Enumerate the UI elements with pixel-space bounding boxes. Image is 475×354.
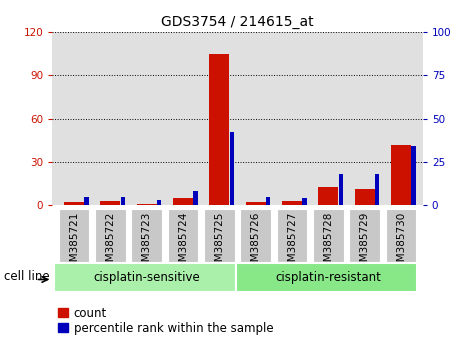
Text: GSM385725: GSM385725 xyxy=(214,212,224,275)
FancyBboxPatch shape xyxy=(386,209,417,262)
Text: cisplatin-sensitive: cisplatin-sensitive xyxy=(93,272,200,284)
FancyBboxPatch shape xyxy=(168,209,199,262)
Bar xyxy=(355,189,375,205)
Bar xyxy=(157,200,162,205)
Bar xyxy=(391,144,411,205)
Text: GSM385728: GSM385728 xyxy=(323,212,333,275)
Text: cisplatin-resistant: cisplatin-resistant xyxy=(276,272,381,284)
Text: GSM385723: GSM385723 xyxy=(142,212,152,275)
FancyBboxPatch shape xyxy=(236,263,418,292)
FancyBboxPatch shape xyxy=(204,209,235,262)
Text: GSM385730: GSM385730 xyxy=(396,212,406,275)
Bar xyxy=(209,53,229,205)
FancyBboxPatch shape xyxy=(349,209,380,262)
Bar xyxy=(230,132,234,205)
Text: GSM385729: GSM385729 xyxy=(360,212,370,275)
Bar xyxy=(303,198,307,205)
FancyBboxPatch shape xyxy=(240,209,271,262)
Text: cell line: cell line xyxy=(4,270,50,283)
Text: GSM385727: GSM385727 xyxy=(287,212,297,275)
Bar xyxy=(246,202,266,205)
Text: GSM385726: GSM385726 xyxy=(251,212,261,275)
FancyBboxPatch shape xyxy=(313,209,344,262)
Bar xyxy=(318,187,338,205)
FancyBboxPatch shape xyxy=(54,263,236,292)
Bar xyxy=(121,197,125,205)
FancyBboxPatch shape xyxy=(95,209,126,262)
Legend: count, percentile rank within the sample: count, percentile rank within the sample xyxy=(58,307,273,335)
Bar xyxy=(375,174,380,205)
Text: GSM385722: GSM385722 xyxy=(105,212,115,275)
Bar xyxy=(193,192,198,205)
Bar xyxy=(339,174,343,205)
Bar xyxy=(266,197,270,205)
Text: GSM385724: GSM385724 xyxy=(178,212,188,275)
Bar xyxy=(137,204,157,205)
Bar xyxy=(282,201,302,205)
Bar xyxy=(411,146,416,205)
FancyBboxPatch shape xyxy=(131,209,162,262)
Bar xyxy=(64,202,84,205)
FancyBboxPatch shape xyxy=(276,209,307,262)
Title: GDS3754 / 214615_at: GDS3754 / 214615_at xyxy=(161,16,314,29)
Bar xyxy=(85,197,89,205)
Bar xyxy=(100,201,120,205)
Bar xyxy=(173,198,193,205)
Text: GSM385721: GSM385721 xyxy=(69,212,79,275)
FancyBboxPatch shape xyxy=(58,209,89,262)
